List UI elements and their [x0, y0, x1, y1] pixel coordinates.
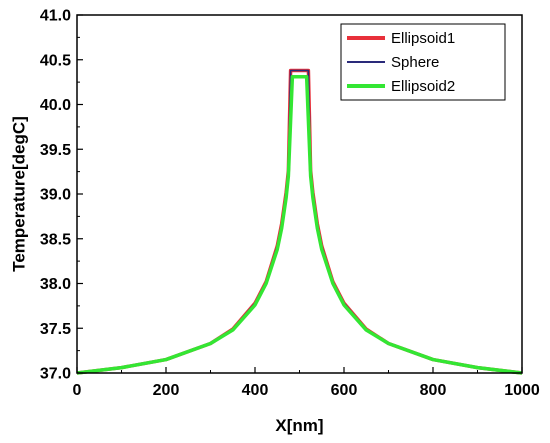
y-axis-title: Temperature[degC]	[9, 116, 28, 272]
y-tick-label: 37.0	[40, 366, 71, 383]
y-tick-label: 40.0	[40, 97, 71, 114]
legend-label: Ellipsoid1	[391, 30, 455, 47]
tick-layer: 0 200 400 600 800 1000 37.0 37.5 38.0 38.5 39.0 39.…	[40, 8, 540, 400]
y-tick-label: 37.5	[40, 321, 71, 338]
y-tick-label: 41.0	[40, 8, 71, 25]
series-line-ellipsoid1	[76, 68, 523, 375]
x-tick-label: 1000	[504, 382, 540, 399]
series-layer	[76, 68, 523, 375]
x-tick-label: 0	[73, 382, 82, 399]
y-tick-label: 38.0	[40, 276, 71, 293]
y-tick-label: 39.0	[40, 187, 71, 204]
y-tick-label: 38.5	[40, 231, 71, 248]
y-tick-label: 39.5	[40, 142, 71, 159]
legend: Ellipsoid1 Sphere Ellipsoid2	[340, 23, 506, 101]
x-tick-label: 600	[331, 382, 358, 399]
x-tick-label: 200	[153, 382, 180, 399]
legend-label: Ellipsoid2	[391, 78, 455, 95]
series-line-ellipsoid2	[76, 75, 523, 375]
y-tick-label: 40.5	[40, 52, 71, 69]
x-axis-title: X[nm]	[275, 416, 323, 435]
x-tick-label: 400	[242, 382, 269, 399]
legend-label: Sphere	[391, 54, 439, 71]
x-tick-label: 800	[420, 382, 447, 399]
series-line-sphere	[76, 69, 523, 374]
